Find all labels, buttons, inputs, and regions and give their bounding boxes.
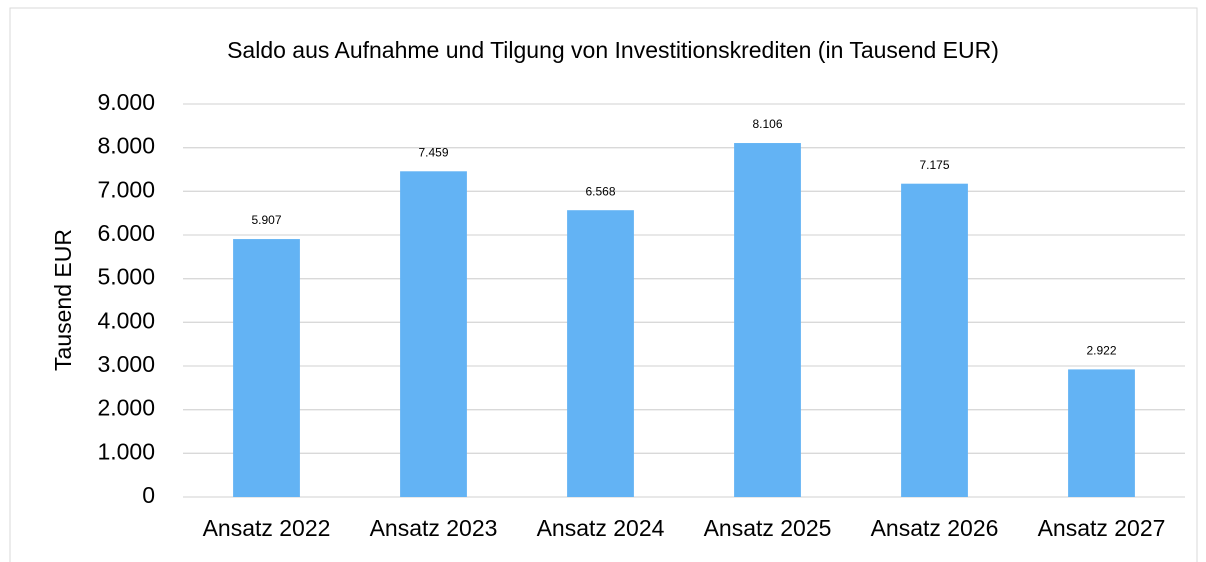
y-tick-label: 7.000 bbox=[97, 176, 155, 202]
bar bbox=[567, 210, 634, 497]
data-label: 7.459 bbox=[418, 145, 448, 159]
bar bbox=[233, 239, 300, 497]
data-label: 7.175 bbox=[919, 158, 949, 172]
x-tick-label: Ansatz 2026 bbox=[871, 515, 999, 541]
x-tick-label: Ansatz 2022 bbox=[203, 515, 331, 541]
y-tick-label: 5.000 bbox=[97, 264, 155, 290]
bar bbox=[901, 183, 968, 498]
y-tick-label: 0 bbox=[142, 482, 155, 508]
data-label: 2.922 bbox=[1086, 344, 1116, 358]
y-tick-label: 3.000 bbox=[97, 351, 155, 377]
y-tick-label: 2.000 bbox=[97, 395, 155, 421]
bar bbox=[1068, 369, 1135, 497]
x-tick-label: Ansatz 2024 bbox=[537, 515, 665, 541]
chart-title: Saldo aus Aufnahme und Tilgung von Inves… bbox=[227, 37, 999, 63]
y-tick-label: 8.000 bbox=[97, 133, 155, 159]
data-label: 6.568 bbox=[585, 184, 615, 198]
data-label: 5.907 bbox=[251, 213, 281, 227]
x-tick-label: Ansatz 2027 bbox=[1038, 515, 1166, 541]
y-axis-label: Tausend EUR bbox=[50, 229, 76, 371]
y-tick-label: 1.000 bbox=[97, 438, 155, 464]
bar bbox=[734, 143, 801, 497]
x-tick-label: Ansatz 2025 bbox=[704, 515, 832, 541]
data-label: 8.106 bbox=[752, 117, 782, 131]
bar bbox=[400, 171, 467, 497]
y-tick-label: 9.000 bbox=[97, 89, 155, 115]
x-tick-label: Ansatz 2023 bbox=[370, 515, 498, 541]
y-tick-label: 6.000 bbox=[97, 220, 155, 246]
y-tick-label: 4.000 bbox=[97, 307, 155, 333]
